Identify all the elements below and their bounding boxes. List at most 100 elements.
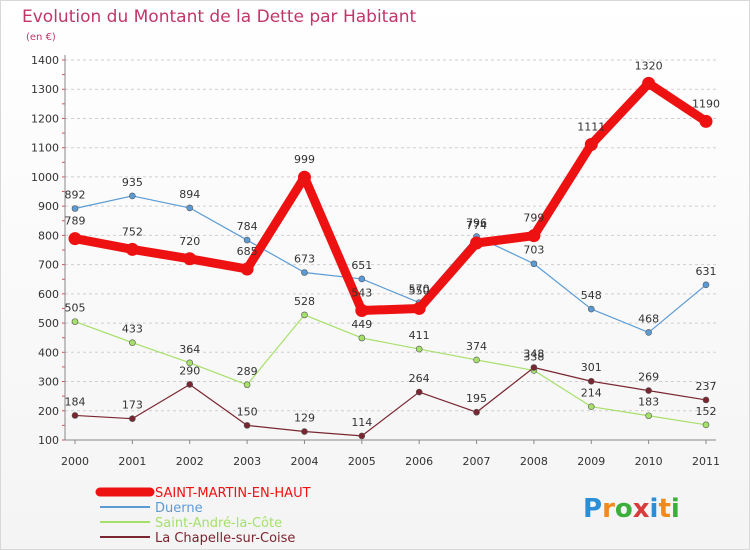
data-point xyxy=(301,428,308,435)
data-label: 364 xyxy=(179,343,200,356)
axes: 100 200 300 400 500 600 700 800 900 1000 1100 1200 1… xyxy=(31,54,720,468)
data-point xyxy=(470,236,484,250)
y-tick-label: 1300 xyxy=(31,83,59,96)
data-point xyxy=(358,275,366,283)
data-label: 789 xyxy=(65,215,86,228)
data-label: 720 xyxy=(179,235,200,248)
data-label: 348 xyxy=(523,348,544,361)
data-label: 651 xyxy=(351,259,372,272)
data-label: 411 xyxy=(409,329,430,342)
y-tick-label: 100 xyxy=(38,434,59,447)
proxiti-logo: Proxiti xyxy=(583,494,680,524)
series-la-chapelle-sur-coise xyxy=(71,364,710,440)
x-tick-label: 2002 xyxy=(176,455,204,468)
chart-title: Evolution du Montant de la Dette par Hab… xyxy=(22,7,417,27)
data-point xyxy=(301,269,308,276)
data-point xyxy=(186,204,194,212)
x-tick-label: 2008 xyxy=(520,455,548,468)
data-label: 752 xyxy=(122,225,143,238)
data-point xyxy=(530,364,538,371)
chart-subtitle: (en €) xyxy=(26,32,56,43)
x-tick-label: 2005 xyxy=(348,455,376,468)
logo-letter: t xyxy=(658,494,670,524)
data-label: 935 xyxy=(122,176,143,189)
logo-letter: i xyxy=(671,494,680,524)
data-point xyxy=(473,408,480,416)
data-label: 543 xyxy=(351,287,372,300)
data-label: 1111 xyxy=(577,120,605,133)
x-tick-label: 2001 xyxy=(118,455,146,468)
data-label: 999 xyxy=(294,153,315,166)
x-tick-label: 2010 xyxy=(635,455,663,468)
data-label: 114 xyxy=(351,416,372,429)
y-tick-label: 1400 xyxy=(31,54,59,67)
data-point xyxy=(642,76,656,90)
y-tick-label: 300 xyxy=(38,376,59,389)
data-point xyxy=(645,329,652,336)
data-point xyxy=(699,114,713,128)
data-point xyxy=(527,229,541,243)
data-point xyxy=(702,281,710,289)
data-point xyxy=(243,236,251,244)
logo-letter: o xyxy=(615,494,633,524)
data-point xyxy=(240,262,254,276)
data-label: 796 xyxy=(466,217,487,230)
data-label: 505 xyxy=(65,302,86,315)
legend: SAINT-MARTIN-EN-HAUTDuerneSaint-André-la… xyxy=(95,486,311,546)
y-tick-label: 600 xyxy=(38,288,59,301)
legend-label: SAINT-MARTIN-EN-HAUT xyxy=(155,486,311,501)
x-tick-label: 2000 xyxy=(61,455,89,468)
y-tick-label: 700 xyxy=(38,259,59,272)
data-label: 570 xyxy=(409,283,430,296)
data-label: 799 xyxy=(523,212,544,225)
data-point xyxy=(243,381,251,389)
series-line xyxy=(70,78,711,316)
data-point xyxy=(415,388,423,396)
y-tick-label: 200 xyxy=(38,405,59,418)
data-label: 784 xyxy=(237,220,258,233)
data-label: 150 xyxy=(237,405,258,418)
data-label: 214 xyxy=(581,387,602,400)
series-line xyxy=(74,366,707,437)
data-point xyxy=(473,356,480,364)
y-tick-label: 900 xyxy=(38,200,59,213)
data-label: 183 xyxy=(638,396,659,409)
data-label: 631 xyxy=(696,265,717,278)
data-label: 184 xyxy=(65,395,86,408)
data-label: 269 xyxy=(638,371,659,384)
series-saint-andr-la-c-te xyxy=(71,311,710,429)
data-label: 195 xyxy=(466,392,487,405)
data-point xyxy=(355,304,369,318)
y-tick-label: 400 xyxy=(38,346,59,359)
data-point xyxy=(358,432,366,440)
data-label: 774 xyxy=(466,219,487,232)
data-point xyxy=(358,334,366,342)
data-point xyxy=(243,422,251,429)
series-line xyxy=(74,314,707,426)
x-tick-label: 2011 xyxy=(692,455,720,468)
data-label: 673 xyxy=(294,253,315,266)
data-label: 1320 xyxy=(635,59,663,72)
data-point xyxy=(301,311,308,319)
data-point xyxy=(186,359,194,367)
data-label: 152 xyxy=(696,405,717,418)
series-layer xyxy=(68,76,713,440)
data-label: 685 xyxy=(237,245,258,258)
data-label: 374 xyxy=(466,340,487,353)
data-point xyxy=(129,339,136,346)
data-label: 894 xyxy=(179,188,200,201)
data-label: 129 xyxy=(294,412,315,425)
data-point xyxy=(125,242,139,256)
y-tick-label: 1000 xyxy=(31,171,59,184)
data-label: 449 xyxy=(351,318,372,331)
data-point xyxy=(129,192,136,200)
logo-letter: P xyxy=(583,494,602,524)
data-label: 264 xyxy=(409,372,430,385)
data-point xyxy=(415,345,423,353)
data-label: 892 xyxy=(65,188,86,201)
data-labels: 892 935 894 784 673 651 570 796 703 548 468 631 505 4… xyxy=(65,59,721,429)
data-point xyxy=(587,403,595,410)
legend-label: Saint-André-la-Côte xyxy=(155,516,282,531)
